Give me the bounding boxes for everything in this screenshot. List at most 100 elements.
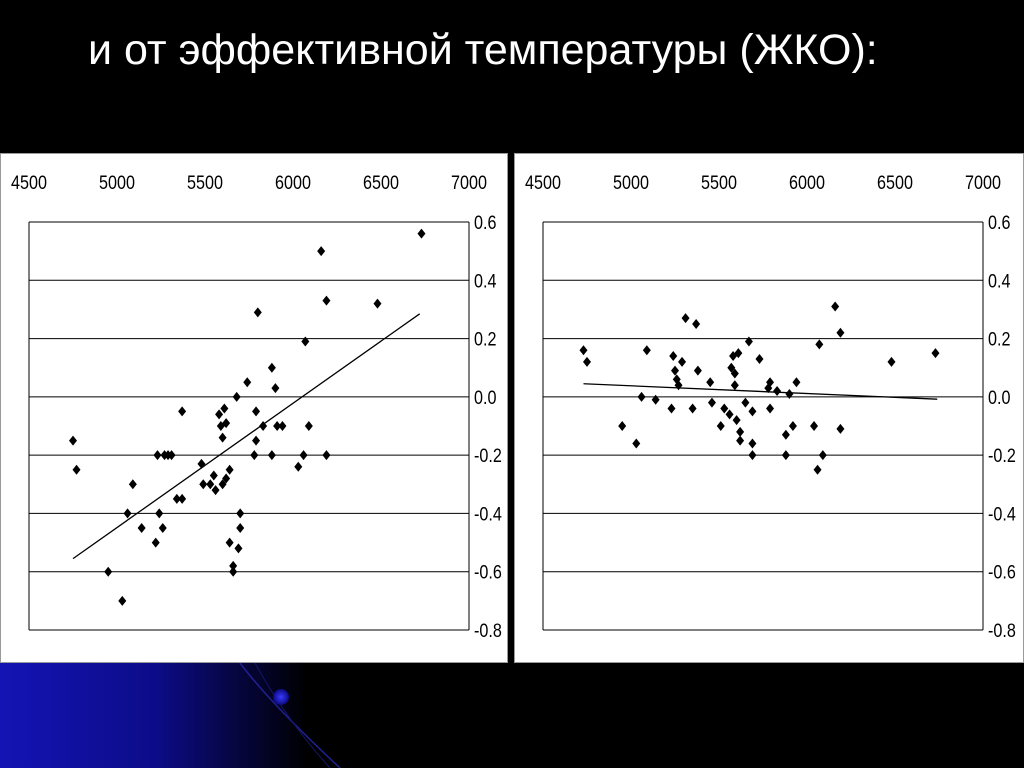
- data-point-27: [734, 348, 743, 359]
- data-point-25: [218, 479, 227, 490]
- decor-dot: [273, 689, 289, 705]
- data-point-19: [716, 421, 725, 431]
- data-point-30: [225, 464, 234, 475]
- data-point-46: [813, 464, 822, 475]
- data-point-55: [373, 298, 382, 309]
- data-point-39: [773, 386, 782, 397]
- y-tick-label-6: -0.6: [474, 561, 502, 583]
- data-point-7: [151, 537, 160, 548]
- trendline: [583, 383, 938, 400]
- data-point-42: [259, 421, 268, 431]
- y-tick-label-4: -0.2: [988, 445, 1016, 467]
- data-point-17: [706, 377, 715, 388]
- data-point-19: [206, 479, 215, 490]
- data-point-1: [583, 356, 591, 367]
- data-point-21: [725, 409, 734, 420]
- data-point-14: [172, 493, 181, 504]
- data-point-40: [252, 406, 261, 417]
- data-point-45: [271, 383, 280, 394]
- data-point-9: [155, 508, 164, 519]
- data-point-4: [637, 391, 646, 402]
- data-point-6: [651, 394, 660, 405]
- data-point-4: [123, 508, 132, 519]
- x-tick-label-2: 5500: [701, 172, 737, 194]
- data-point-22: [215, 409, 224, 420]
- x-tick-label-5: 7000: [965, 172, 1001, 194]
- chart-svg-right: 4500 5000 5500 6000 6500 7000 0.6 0.4 0.2 0.0 -0.2…: [525, 172, 1016, 642]
- data-point-34: [748, 450, 757, 461]
- data-point-2: [618, 421, 627, 431]
- data-point-31: [744, 336, 753, 347]
- y-tick-label-1: 0.4: [474, 270, 497, 292]
- data-point-48: [294, 461, 303, 472]
- data-point-17: [197, 458, 206, 469]
- data-point-33: [748, 438, 757, 449]
- data-point-35: [236, 523, 245, 533]
- data-point-46: [273, 421, 282, 431]
- data-point-38: [766, 403, 775, 414]
- x-tick-label-1: 5000: [99, 172, 135, 194]
- y-tick-label-2: 0.2: [474, 328, 496, 350]
- data-point-44: [792, 377, 801, 388]
- decor-gradient-band: [0, 663, 1024, 768]
- data-point-51: [836, 423, 845, 434]
- chart-svg-left: 4500 5000 5500 6000 6500 7000 0.6 0.4 0.2 0.0 -0.2…: [11, 172, 502, 642]
- x-tick-label-4: 6500: [877, 172, 913, 194]
- data-point-39: [252, 435, 261, 446]
- x-tick-label-3: 6000: [789, 172, 825, 194]
- data-point-11: [674, 380, 683, 391]
- data-point-42: [785, 388, 794, 399]
- data-point-51: [304, 421, 313, 431]
- data-point-29: [225, 537, 234, 548]
- data-point-23: [729, 351, 738, 362]
- scatter-chart-left: 4500 5000 5500 6000 6500 7000 0.6 0.4 0.2 0.0 -0.2…: [0, 153, 508, 663]
- data-point-5: [642, 345, 651, 356]
- y-tick-label-4: -0.2: [474, 445, 502, 467]
- y-tick-label-0: 0.6: [474, 212, 497, 234]
- data-point-54: [322, 450, 331, 461]
- data-point-36: [764, 383, 773, 394]
- x-tick-label-0: 4500: [11, 172, 47, 194]
- data-point-8: [669, 351, 678, 362]
- y-tick-label-2: 0.2: [988, 328, 1010, 350]
- y-tick-label-5: -0.4: [988, 503, 1016, 525]
- data-point-49: [299, 450, 308, 461]
- data-point-48: [818, 450, 827, 461]
- y-tick-label-6: -0.6: [988, 561, 1016, 583]
- data-point-38: [250, 450, 259, 461]
- data-point-49: [831, 301, 840, 312]
- data-point-18: [199, 479, 208, 490]
- data-point-56: [417, 228, 426, 239]
- data-point-47: [278, 421, 287, 431]
- data-point-32: [229, 566, 238, 577]
- data-point-40: [781, 429, 790, 440]
- data-point-50: [301, 336, 310, 347]
- data-point-16: [693, 365, 702, 376]
- x-tick-label-1: 5000: [613, 172, 649, 194]
- data-point-22: [727, 362, 736, 373]
- data-point-30: [741, 397, 750, 408]
- data-point-37: [243, 377, 252, 388]
- data-point-45: [810, 421, 819, 431]
- data-point-35: [755, 353, 764, 364]
- background-decoration: [0, 663, 1024, 768]
- data-point-47: [815, 339, 824, 350]
- data-point-1: [72, 464, 81, 475]
- data-point-15: [178, 493, 187, 504]
- data-point-44: [267, 450, 276, 461]
- data-point-41: [253, 307, 262, 318]
- scatter-chart-right: 4500 5000 5500 6000 6500 7000 0.6 0.4 0.2 0.0 -0.2…: [514, 153, 1024, 663]
- data-point-6: [137, 523, 146, 533]
- data-point-10: [158, 523, 167, 533]
- data-point-28: [736, 435, 745, 446]
- data-point-41: [781, 450, 790, 461]
- data-point-24: [218, 432, 227, 443]
- data-point-7: [667, 403, 676, 414]
- data-point-43: [788, 421, 797, 431]
- y-tick-label-0: 0.6: [988, 212, 1011, 234]
- data-point-3: [632, 438, 641, 449]
- data-point-16: [178, 406, 187, 417]
- y-tick-label-5: -0.4: [474, 503, 502, 525]
- data-point-31: [229, 560, 238, 571]
- data-point-27: [222, 473, 231, 484]
